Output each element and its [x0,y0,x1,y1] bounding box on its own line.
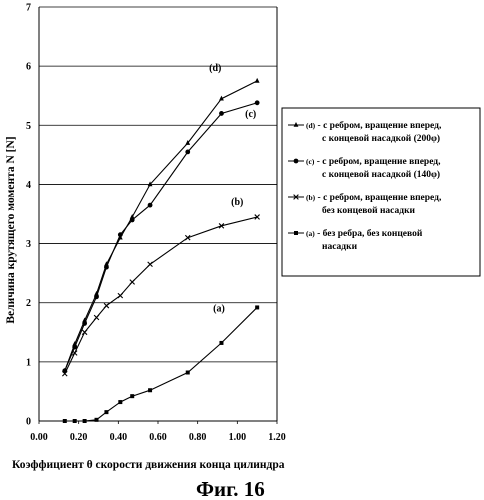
data-point-3-3 [95,418,99,422]
legend-text-line2-1: с концевой насадкой (140φ) [322,169,440,180]
data-point-3-4 [104,410,108,414]
legend: (d) - с ребром, вращение вперед, с концев… [282,108,480,276]
series-line-3 [65,307,257,421]
data-point-3-10 [255,305,259,309]
data-point-3-2 [83,419,87,423]
series-line-2 [65,217,257,374]
data-point-2-1 [72,351,77,356]
legend-marker-1 [294,159,299,164]
data-point-3-6 [130,394,134,398]
data-point-1-1 [72,345,77,350]
data-point-3-5 [118,400,122,404]
data-point-1-9 [219,111,224,116]
legend-text-line2-3: насадки [322,242,358,252]
figure-label: Фиг. 16 [196,477,265,500]
y-tick-label-5: 5 [26,121,31,132]
data-point-2-5 [118,293,123,298]
legend-text-line2-0: с концевой насадкой (200φ) [322,133,440,144]
x-axis-label: Коэффициент θ скорости движения конца ци… [12,459,285,471]
data-point-2-6 [130,280,135,285]
data-point-1-8 [185,150,190,155]
data-point-2-4 [104,303,109,308]
data-point-2-7 [148,262,153,267]
y-tick-label-7: 7 [26,3,31,14]
data-point-3-0 [63,419,67,423]
axes [39,7,277,424]
data-point-0-10 [255,78,260,83]
data-point-1-3 [94,294,99,299]
data-point-3-8 [186,371,190,375]
series-tag-2: (b) [231,197,243,208]
series-tags: (d) (c) (b) (a) [209,63,256,315]
data-point-3-1 [73,419,77,423]
legend-text-0: (d) - с ребром, вращение вперед, [306,120,442,131]
x-tick-labels: 0.00 0.20 0.40 0.60 0.80 1.00 1.20 [30,432,286,443]
data-point-1-7 [148,203,153,208]
x-tick-label-5: 1.00 [229,432,247,443]
data-point-3-9 [219,341,223,345]
series-tag-3: (a) [213,303,225,314]
x-tick-label-0: 0.00 [30,432,48,443]
y-tick-label-0: 0 [26,417,31,428]
data-point-1-10 [255,100,260,105]
x-tick-label-6: 1.20 [268,432,286,443]
data-point-2-3 [94,315,99,320]
data-point-1-2 [82,321,87,326]
y-tick-label-1: 1 [26,357,31,368]
series-line-0 [65,81,257,371]
legend-text-3: (a) - без ребра, без концевой [306,228,423,239]
x-tick-label-4: 0.80 [189,432,207,443]
grid-lines [39,7,277,421]
y-tick-label-2: 2 [26,298,31,309]
series-tag-0: (d) [209,63,221,74]
data-point-1-6 [130,218,135,223]
y-tick-label-3: 3 [26,239,31,250]
series-tag-1: (c) [245,109,256,120]
x-tick-label-3: 0.60 [149,432,167,443]
legend-text-2: (b) - с ребром, вращение вперед, [306,192,442,203]
y-tick-label-6: 6 [26,62,31,73]
legend-text-line2-2: без концевой насадки [322,205,416,216]
legend-text-1: (c) - с ребром, вращение вперед, [306,156,441,167]
series-line-1 [65,103,257,371]
x-tick-label-2: 0.40 [110,432,128,443]
data-point-1-4 [104,265,109,270]
legend-marker-3 [294,231,298,235]
y-tick-label-4: 4 [26,180,31,191]
data-point-3-7 [148,388,152,392]
data-point-2-2 [82,330,87,335]
data-point-1-5 [118,232,123,237]
y-tick-labels: 0 1 2 3 4 5 6 7 [26,3,31,428]
series-lines [65,81,257,421]
y-axis-label: Величина крутящего момента N [N] [5,136,17,323]
x-tick-label-1: 0.20 [70,432,88,443]
series-markers [62,78,259,423]
